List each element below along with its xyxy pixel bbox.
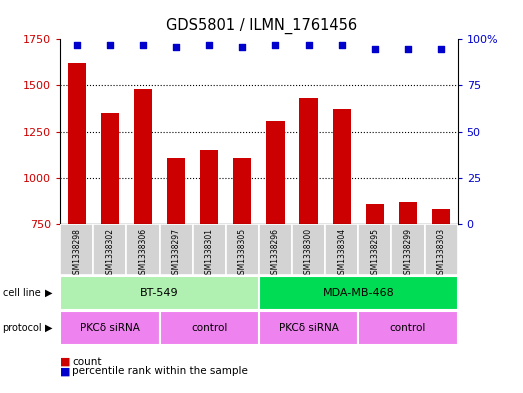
Text: BT-549: BT-549 [140, 288, 179, 298]
Bar [192, 224, 226, 275]
Bar [134, 89, 152, 224]
Bar [399, 202, 417, 224]
Point [404, 45, 412, 51]
Point [172, 44, 180, 50]
Bar [259, 224, 292, 275]
Bar [292, 224, 325, 275]
Text: protocol: protocol [3, 323, 42, 333]
Point [271, 42, 280, 48]
Bar [425, 224, 458, 275]
Point [337, 42, 346, 48]
Point [205, 42, 213, 48]
Text: GSM1338295: GSM1338295 [370, 228, 379, 279]
Bar [266, 121, 285, 224]
Bar [160, 224, 192, 275]
Bar [325, 224, 358, 275]
Point [304, 42, 313, 48]
Text: ■: ■ [60, 356, 71, 367]
Text: GSM1338298: GSM1338298 [72, 228, 81, 279]
Text: GSM1338302: GSM1338302 [105, 228, 115, 279]
Text: PKCδ siRNA: PKCδ siRNA [80, 323, 140, 333]
Bar [432, 209, 450, 224]
Point [139, 42, 147, 48]
Bar [167, 158, 185, 224]
Text: GDS5801 / ILMN_1761456: GDS5801 / ILMN_1761456 [166, 18, 357, 34]
Bar [127, 224, 160, 275]
Bar [358, 311, 458, 345]
Text: control: control [191, 323, 228, 333]
Text: GSM1338297: GSM1338297 [172, 228, 180, 279]
Bar [366, 204, 384, 224]
Bar [391, 224, 425, 275]
Bar [160, 311, 259, 345]
Bar [200, 150, 218, 224]
Text: GSM1338301: GSM1338301 [204, 228, 214, 279]
Text: GSM1338305: GSM1338305 [238, 228, 247, 279]
Text: cell line: cell line [3, 288, 40, 298]
Text: GSM1338306: GSM1338306 [139, 228, 147, 279]
Point [106, 42, 114, 48]
Bar [67, 63, 86, 224]
Bar [300, 98, 317, 224]
Text: GSM1338299: GSM1338299 [403, 228, 413, 279]
Bar [333, 110, 351, 224]
Text: PKCδ siRNA: PKCδ siRNA [279, 323, 338, 333]
Point [437, 45, 445, 51]
Bar [60, 276, 259, 310]
Bar [233, 158, 252, 224]
Bar [259, 276, 458, 310]
Bar [60, 311, 160, 345]
Bar [259, 311, 358, 345]
Text: count: count [72, 356, 101, 367]
Text: percentile rank within the sample: percentile rank within the sample [72, 366, 248, 376]
Bar [226, 224, 259, 275]
Point [73, 42, 81, 48]
Bar [101, 113, 119, 224]
Bar [358, 224, 391, 275]
Text: GSM1338303: GSM1338303 [437, 228, 446, 279]
Text: GSM1338300: GSM1338300 [304, 228, 313, 279]
Text: control: control [390, 323, 426, 333]
Point [371, 45, 379, 51]
Point [238, 44, 246, 50]
Text: GSM1338304: GSM1338304 [337, 228, 346, 279]
Text: ▶: ▶ [45, 323, 52, 333]
Bar [60, 224, 93, 275]
Text: MDA-MB-468: MDA-MB-468 [322, 288, 394, 298]
Text: GSM1338296: GSM1338296 [271, 228, 280, 279]
Text: ■: ■ [60, 366, 71, 376]
Bar [93, 224, 127, 275]
Text: ▶: ▶ [45, 288, 52, 298]
